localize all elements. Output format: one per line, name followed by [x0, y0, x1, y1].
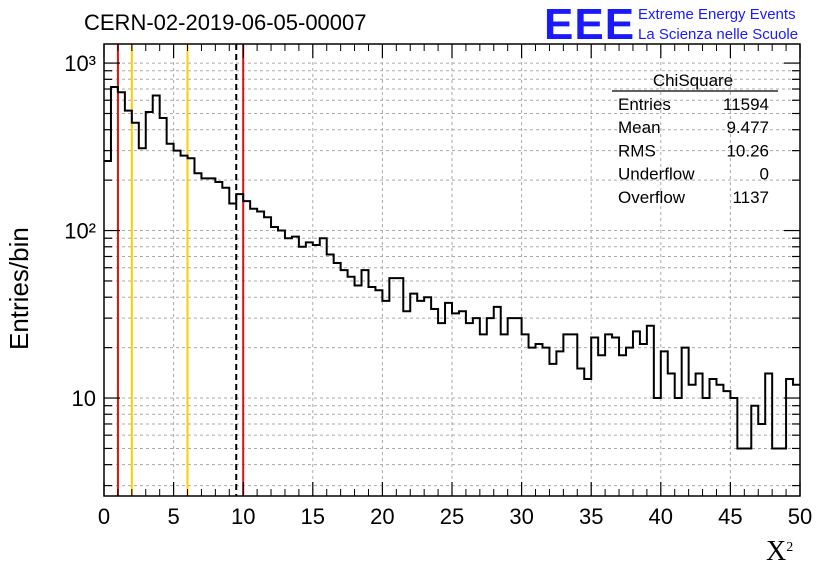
x-tick-label: 5: [167, 504, 179, 529]
y-tick-label: 10: [72, 386, 96, 411]
stats-label: Mean: [618, 118, 661, 137]
axis-ticks: [103, 44, 801, 496]
y-tick-labels: 10 10² 10³: [64, 51, 96, 411]
chart-title: CERN-02-2019-06-05-00007: [84, 10, 367, 35]
grid: [104, 44, 800, 496]
stats-label: Entries: [618, 95, 671, 114]
x-tick-label: 35: [579, 504, 603, 529]
stats-label: RMS: [618, 141, 656, 160]
x-axis-label: X2: [766, 536, 793, 568]
stats-box: ChiSquare Entries 11594 Mean 9.477 RMS 10.26 U…: [612, 71, 778, 207]
y-tick-label: 10²: [64, 219, 96, 244]
stats-label: Underflow: [618, 165, 695, 184]
stats-value: 0: [760, 165, 769, 184]
stats-title: ChiSquare: [653, 71, 733, 90]
x-tick-labels: 0 5 10 15 20 25 30 35 40 45 50: [98, 504, 812, 529]
x-tick-label: 10: [231, 504, 255, 529]
y-tick-label: 10³: [64, 51, 96, 76]
stats-label: Overflow: [618, 188, 686, 207]
x-tick-label: 45: [718, 504, 742, 529]
stats-value: 10.26: [726, 141, 769, 160]
eee-logo: EEE Extreme Energy Events La Scienza nel…: [544, 0, 834, 49]
x-tick-label: 40: [649, 504, 673, 529]
histogram-series: [104, 85, 800, 450]
eee-logo-mark: EEE: [544, 0, 636, 49]
x-tick-label: 15: [301, 504, 325, 529]
x-tick-label: 20: [370, 504, 394, 529]
threshold-lines: [116, 44, 245, 496]
x-tick-label: 50: [788, 504, 812, 529]
logo-line-2: La Scienza nelle Scuole: [638, 26, 799, 43]
stats-value: 9.477: [726, 118, 769, 137]
stats-value: 11594: [723, 95, 769, 114]
x-tick-label: 0: [98, 504, 110, 529]
logo-line-1: Extreme Energy Events: [638, 6, 796, 23]
x-axis-label-main: X: [766, 536, 787, 567]
stats-value: 1137: [732, 188, 769, 207]
x-axis-label-superscript: 2: [786, 540, 794, 555]
x-tick-label: 30: [509, 504, 533, 529]
x-tick-label: 25: [440, 504, 464, 529]
